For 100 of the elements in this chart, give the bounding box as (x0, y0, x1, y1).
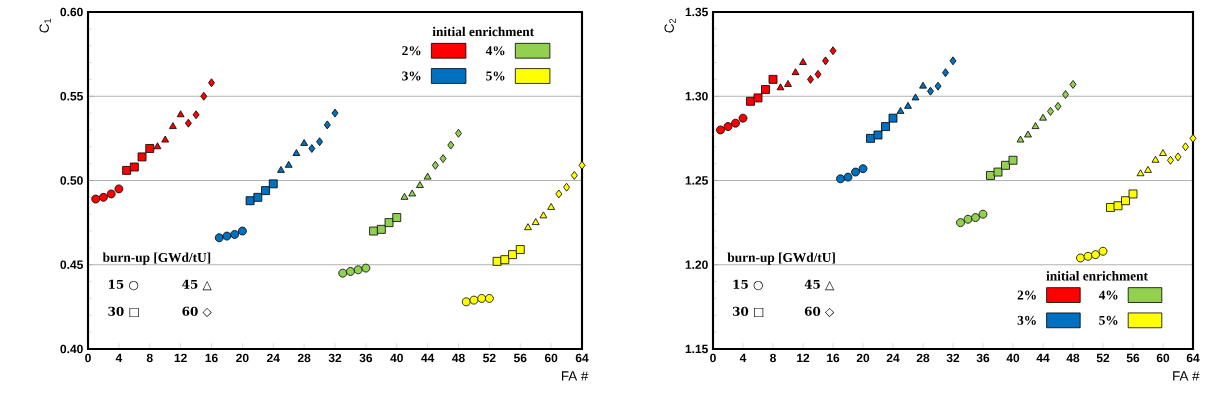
point (447, 140, 455, 150)
x-tick-label: 52 (1096, 353, 1110, 363)
point (753, 93, 763, 103)
x-tick-label: 32 (946, 353, 960, 363)
point (1144, 165, 1152, 173)
x-tick-label: 8 (146, 353, 153, 363)
point (237, 226, 247, 236)
y-tick-label: 1.35 (685, 7, 708, 17)
point (1136, 169, 1145, 177)
point (1076, 253, 1085, 263)
point (222, 231, 232, 241)
x-tick-label: 44 (421, 353, 435, 362)
annotation: 15 ○ (733, 279, 763, 291)
point (531, 218, 540, 226)
point (384, 218, 394, 228)
point (284, 160, 293, 168)
y-tick-label: 0.45 (60, 260, 83, 269)
point (316, 137, 323, 147)
legend-title: initial enrichment (432, 26, 535, 37)
point (469, 295, 479, 305)
point (292, 149, 301, 156)
y-tick-label: 0.50 (60, 176, 83, 185)
point (978, 209, 988, 219)
point (492, 256, 502, 266)
point (927, 86, 934, 96)
x-tick-label: 28 (916, 353, 930, 363)
point (949, 56, 957, 66)
legend-label: 5% (486, 71, 505, 81)
point (563, 182, 570, 192)
point (1024, 130, 1032, 138)
point (1001, 160, 1010, 170)
point (99, 192, 108, 202)
point (300, 139, 308, 146)
x-tick-label: 16 (205, 353, 218, 363)
point (807, 74, 814, 84)
point (888, 113, 898, 123)
annotation: 45 △ (804, 279, 835, 291)
point (942, 68, 949, 78)
x-tick-label: 0 (85, 353, 91, 363)
point (346, 267, 355, 276)
point (200, 91, 208, 101)
point (261, 186, 270, 195)
point (268, 179, 278, 189)
x-tick-label: 0 (710, 353, 716, 363)
point (851, 167, 860, 177)
point (1016, 135, 1025, 143)
point (799, 58, 807, 65)
point (858, 164, 868, 174)
point (338, 268, 348, 278)
x-tick-label: 4 (739, 353, 747, 362)
point (353, 265, 363, 275)
point (919, 81, 927, 89)
point (934, 81, 942, 91)
point (1174, 152, 1182, 162)
point (431, 160, 439, 170)
point (500, 255, 510, 265)
point (1121, 196, 1130, 206)
point (408, 189, 417, 197)
point (791, 68, 800, 76)
point (416, 181, 424, 188)
x-tick-label: 60 (1156, 353, 1170, 363)
annotation: burn-up [GWd/tU] (727, 252, 835, 265)
point (455, 128, 462, 138)
x-tick-label: 8 (770, 353, 776, 363)
x-tick-label: 12 (174, 353, 187, 363)
x-tick-label: 64 (575, 353, 589, 363)
point (1062, 90, 1069, 99)
point (1182, 142, 1189, 152)
point (555, 189, 563, 199)
x-tick-label: 48 (452, 353, 465, 363)
point (161, 135, 170, 143)
point (896, 107, 905, 114)
y-tick-label: 1.15 (685, 344, 708, 354)
point (114, 184, 124, 194)
point (1098, 246, 1108, 256)
legend-label: 2% (1017, 290, 1036, 300)
x-axis-title: FA # (1173, 371, 1200, 381)
point (1039, 113, 1047, 121)
x-tick-label: 20 (236, 353, 249, 363)
annotation: burn-up [GWd/tU] (102, 252, 211, 265)
point (993, 167, 1003, 177)
point (1031, 122, 1040, 129)
point (1054, 101, 1062, 111)
point (277, 165, 285, 173)
point (731, 118, 740, 128)
x-tick-label: 36 (359, 353, 373, 363)
point (971, 213, 980, 222)
point (738, 113, 748, 123)
point (524, 223, 532, 231)
point (986, 171, 995, 180)
point (1159, 149, 1167, 156)
point (376, 224, 386, 234)
point (145, 144, 155, 153)
point (814, 69, 822, 79)
annotation: 30 □ (108, 306, 139, 318)
point (461, 297, 471, 307)
point (361, 263, 371, 273)
point (122, 165, 132, 175)
point (308, 144, 316, 153)
point (400, 192, 409, 200)
